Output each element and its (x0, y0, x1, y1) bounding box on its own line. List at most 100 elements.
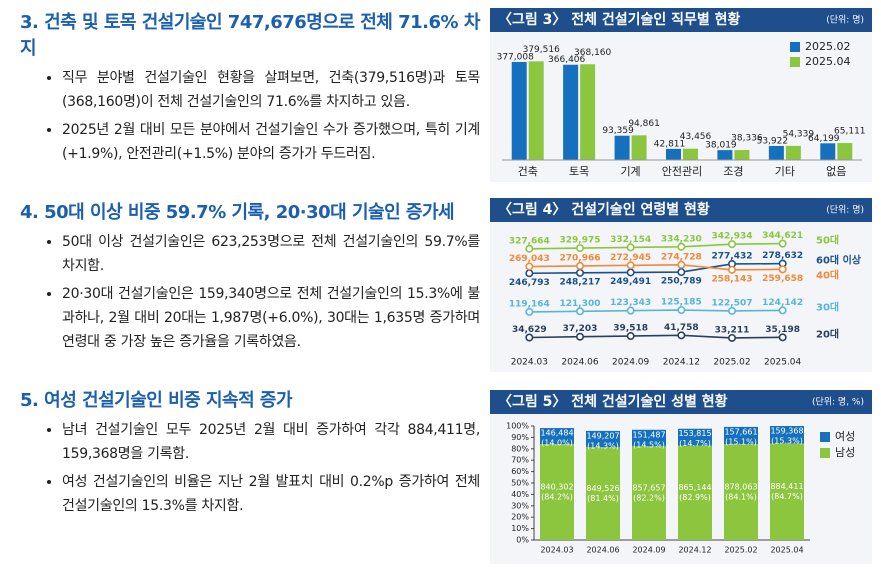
legend-label: 남성 (835, 446, 855, 459)
value-label: (14.0%) (541, 439, 573, 448)
value-label: 332,154 (610, 235, 651, 245)
x-tick-label: 2025.02 (713, 358, 750, 368)
point (525, 333, 534, 342)
section: 3. 건축 및 토목 건설기술인 747,676명으로 전체 71.6% 차지 … (20, 8, 480, 170)
value-label: 64,199 (808, 134, 840, 144)
point (626, 332, 635, 341)
bar (666, 148, 681, 160)
point (576, 307, 585, 316)
point (677, 268, 686, 277)
bar (717, 150, 733, 160)
value-label: 277,432 (712, 251, 753, 261)
bullet: 직무 분야별 건설기술인 현황을 살펴보면, 건축(379,516명)과 토목(… (62, 66, 480, 114)
value-label: 33,211 (715, 325, 750, 335)
value-label: 34,629 (512, 325, 547, 335)
bar-segment (632, 446, 666, 540)
count-label: 884,411 (770, 482, 803, 491)
point (626, 261, 635, 270)
x-tick-label: 2024.06 (561, 358, 598, 368)
bar (580, 64, 596, 160)
value-label: 37,203 (563, 324, 598, 334)
value-label: 65,111 (834, 127, 866, 137)
bullet: 여성 건설기술인의 비율은 지난 2월 발표치 대비 0.2%p 증가하여 전체… (62, 470, 480, 518)
value-label: 278,632 (762, 251, 803, 261)
value-label: 329,975 (560, 236, 601, 246)
x-tick-label: 건축 (518, 165, 538, 178)
series-label: 20대 (816, 327, 839, 340)
value-label: 93,359 (602, 126, 634, 136)
value-label: 53,922 (757, 136, 789, 146)
bar (511, 61, 527, 160)
point (525, 244, 534, 253)
bar-segment (540, 444, 574, 540)
bar-segment (724, 426, 758, 445)
series-label: 60대 이상 (816, 254, 862, 267)
value-label: 38,019 (705, 141, 737, 151)
line (529, 242, 783, 250)
count-label: 878,063 (724, 483, 757, 492)
series-label: 40대 (816, 268, 839, 281)
point (525, 262, 534, 271)
count-label: 157,661 (724, 427, 757, 436)
point (778, 306, 787, 315)
bar-segment (678, 428, 712, 446)
point (677, 306, 686, 315)
chart-title: 〈그림 3〉 전체 건설기술인 직무별 현황 (498, 11, 741, 28)
y-tick-label: 100% (506, 422, 529, 431)
point (576, 268, 585, 277)
value-label: 249,491 (610, 277, 651, 287)
point (626, 306, 635, 315)
x-tick-label: 없음 (826, 165, 846, 178)
value-label: 250,789 (661, 277, 702, 287)
chart-title: 〈그림 5〉 전체 건설기술인 성별 현황 (498, 393, 728, 410)
chart-title: 〈그림 4〉 건설기술인 연령별 현황 (498, 201, 710, 218)
bar (768, 145, 784, 160)
count-label: 153,815 (678, 429, 711, 438)
chart-header (490, 8, 872, 32)
bar-segment (586, 447, 620, 540)
count-label: 151,487 (632, 430, 665, 439)
x-tick-label: 2025.02 (724, 546, 757, 555)
value-label: (14.3%) (587, 441, 619, 450)
bar-segment (540, 428, 574, 445)
value-label: 123,343 (610, 298, 651, 308)
value-label: 43,456 (680, 132, 712, 142)
value-label: 38,336 (731, 134, 763, 144)
section: 5. 여성 건설기술인 비중 지속적 증가 남녀 건설기술인 모두 2025년 … (20, 386, 480, 522)
value-label: 377,008 (497, 52, 534, 62)
bar (528, 61, 544, 161)
value-label: (84.1%) (725, 493, 757, 502)
value-label: 270,966 (560, 253, 601, 263)
bar (734, 150, 750, 160)
line (529, 263, 783, 271)
value-label: 121,300 (560, 299, 601, 309)
point (626, 268, 635, 277)
x-tick-label: 조경 (723, 165, 743, 178)
value-label: 259,658 (762, 274, 803, 284)
count-label: 857,657 (632, 484, 665, 493)
x-tick-label: 2024.09 (632, 546, 665, 555)
value-label: (84.2%) (541, 493, 573, 502)
value-label: 342,934 (712, 232, 753, 242)
value-label: 269,043 (509, 254, 550, 264)
line (529, 309, 783, 313)
count-label: 849,526 (586, 484, 619, 493)
point (728, 333, 737, 342)
value-label: 327,664 (509, 236, 550, 246)
count-label: 865,144 (678, 483, 711, 492)
count-label: 159,368 (770, 427, 803, 436)
bullet: 2025년 2월 대비 모든 분야에서 건설기술인 수가 증가했으며, 특히 기… (62, 118, 480, 166)
count-label: 149,207 (586, 431, 619, 440)
bullet: 남녀 건설기술인 모두 2025년 2월 대비 증가하여 각각 884,411명… (62, 418, 480, 466)
x-tick-label: 토목 (569, 165, 589, 178)
legend-label: 2025.04 (805, 55, 851, 68)
bar (820, 143, 836, 160)
legend-swatch (820, 448, 830, 458)
bar (614, 135, 630, 160)
value-label: (84.7%) (771, 492, 803, 501)
y-tick-label: 70% (511, 456, 529, 465)
point (576, 261, 585, 270)
value-label: (14.7%) (679, 439, 711, 448)
point (728, 306, 737, 315)
